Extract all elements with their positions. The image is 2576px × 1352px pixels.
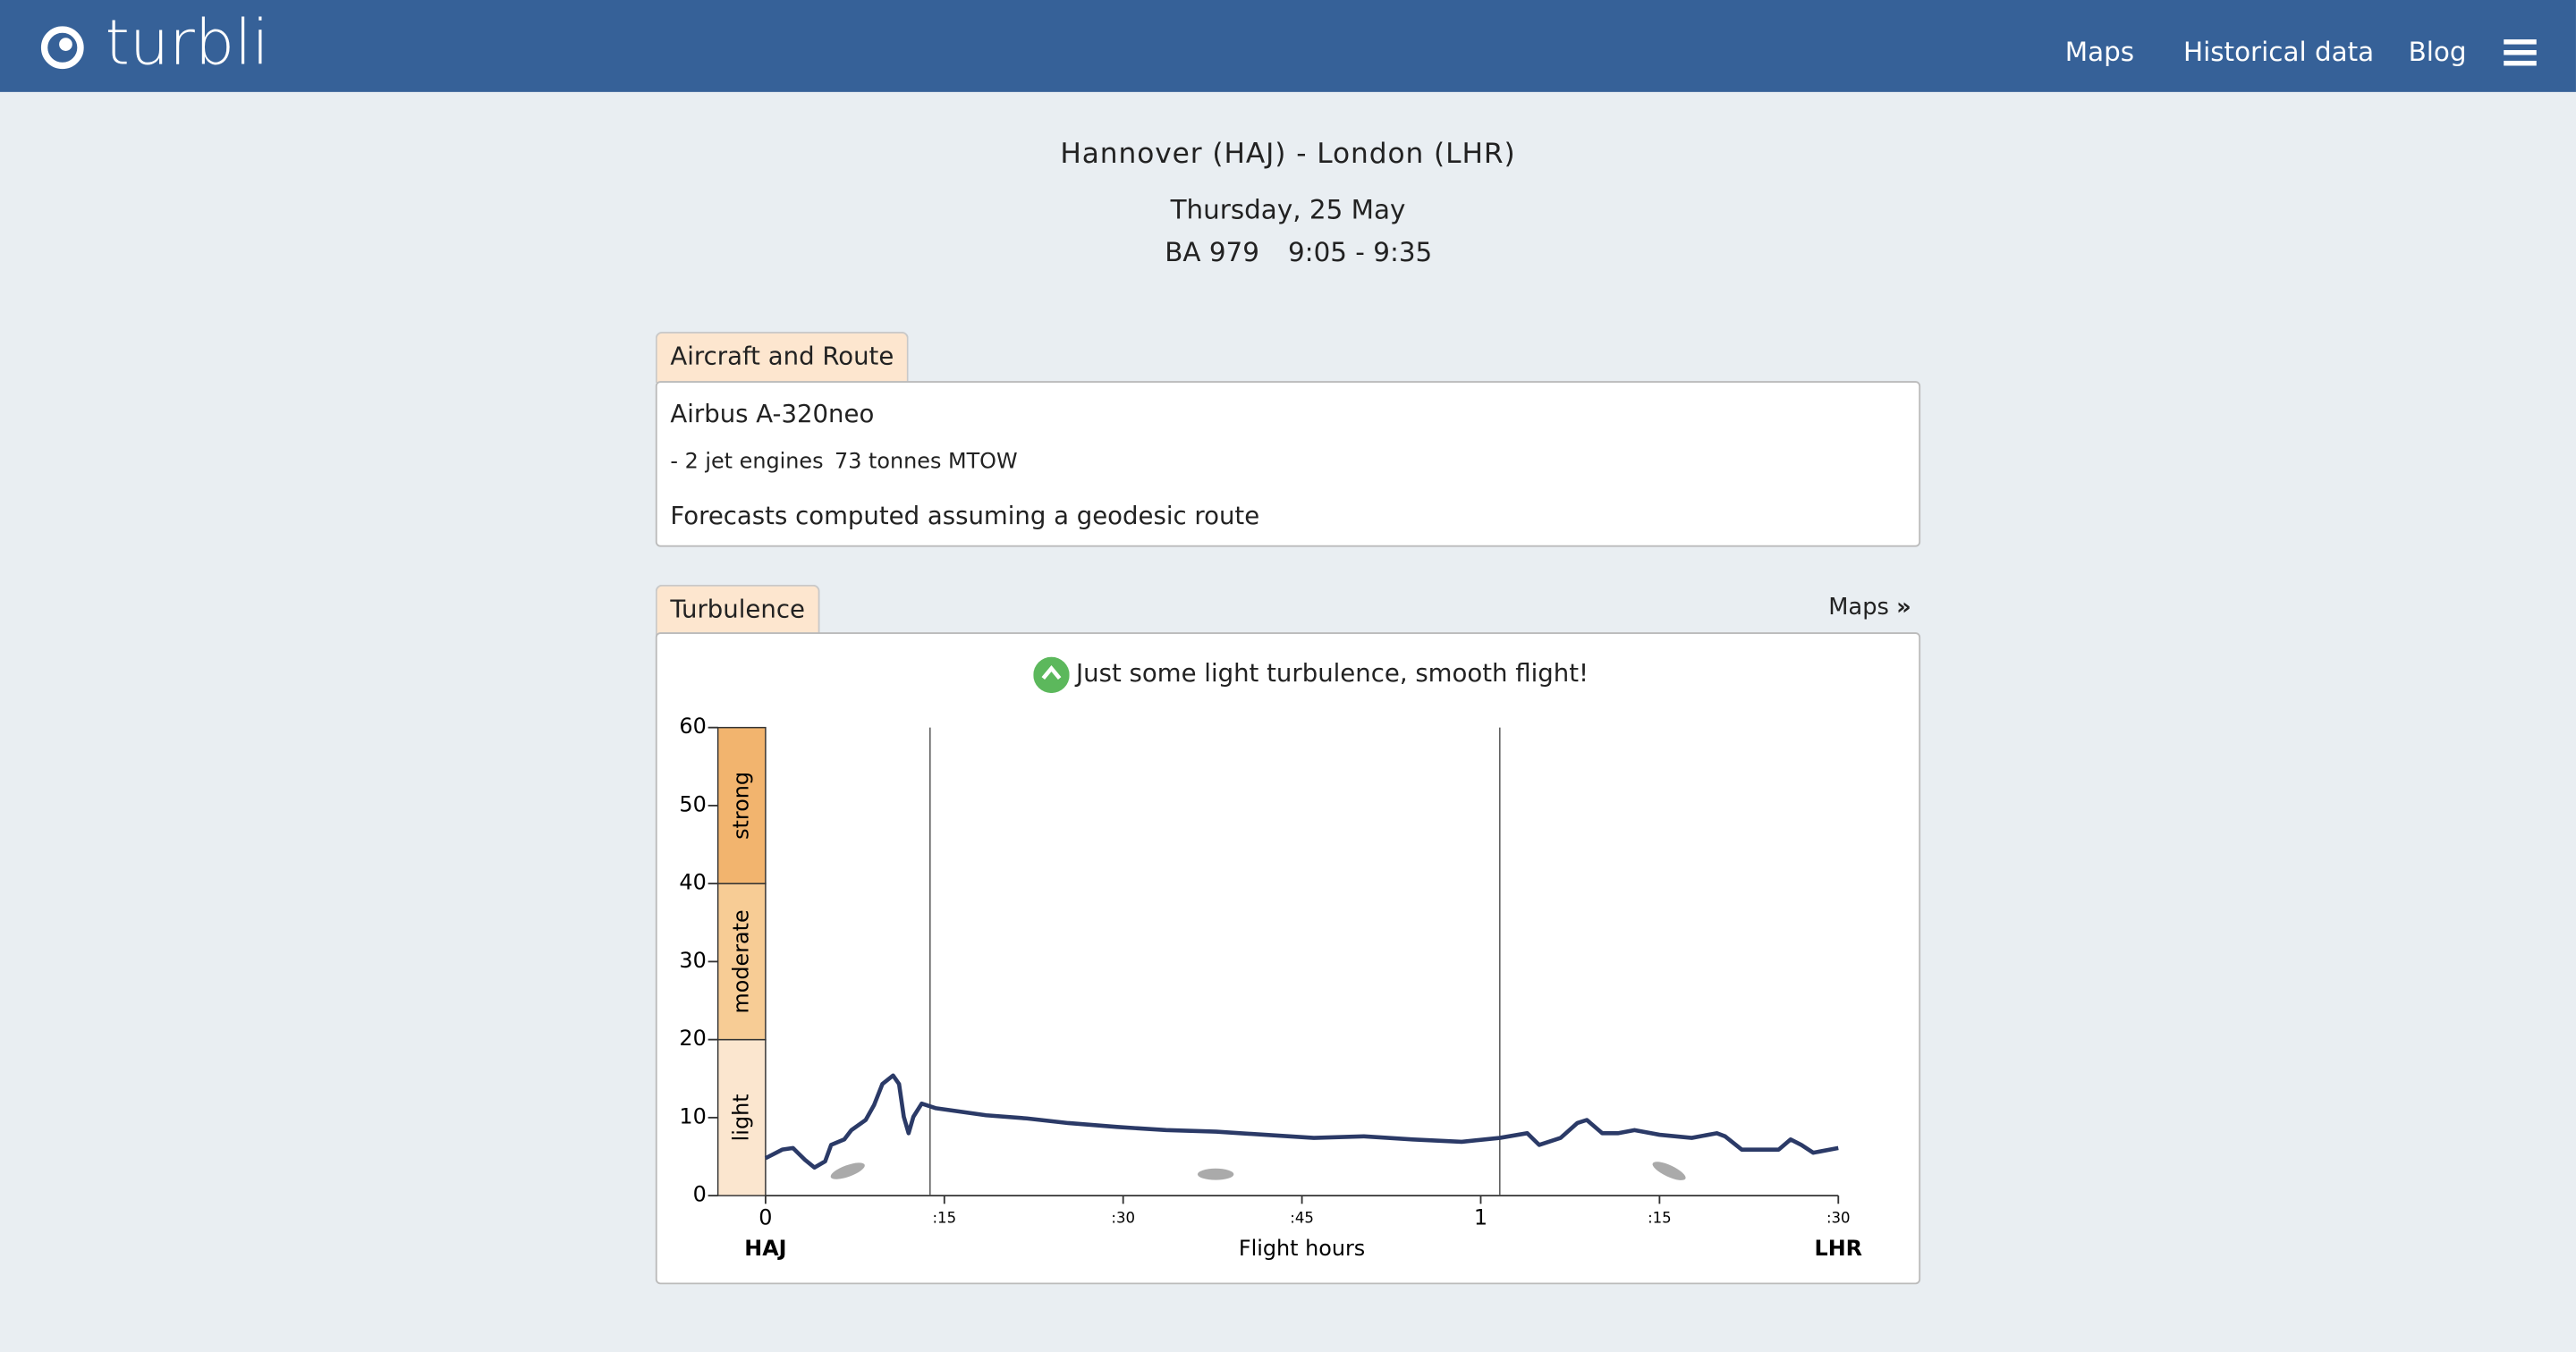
destination-label: LHR (1814, 1236, 1862, 1261)
x-tick-label: :15 (932, 1209, 956, 1226)
chevrons[interactable]: » (1896, 594, 1911, 621)
aircraft-model: Airbus A-320neo (670, 399, 875, 429)
x-tick-label: :45 (1290, 1209, 1314, 1226)
maps-link[interactable]: Maps » (1828, 595, 1911, 621)
route-note: Forecasts computed assuming a geodesic r… (670, 501, 1260, 531)
y-tick-label: 40 (679, 870, 706, 895)
section-tab: Turbulence (655, 584, 820, 636)
aircraft-box: Airbus A-320neo - 2 jet engines 73 tonne… (655, 381, 1921, 547)
severity-band (716, 726, 767, 884)
plane-icons (830, 1162, 1686, 1180)
nav-link[interactable]: Historical data (2182, 36, 2375, 68)
band-label: strong (729, 772, 754, 840)
origin-label: HAJ (744, 1236, 786, 1261)
x-axis-label: Flight hours (1239, 1236, 1365, 1261)
section-tab: Aircraft and Route (655, 332, 909, 383)
logo-icon[interactable] (39, 25, 85, 71)
x-tick-label: :30 (1111, 1209, 1135, 1226)
band-label: moderate (729, 909, 754, 1013)
y-tick-label: 50 (679, 791, 706, 816)
x-tick-label: 0 (758, 1204, 772, 1229)
x-tick-label: :15 (1648, 1209, 1672, 1226)
route: Hannover (HAJ) - London (LHR) (1060, 138, 1516, 172)
y-tick-label: 20 (679, 1026, 706, 1051)
y-tick-label: 30 (679, 948, 706, 973)
chart: light moderate strong 0 10 20 30 40 50 60 0 :15 :30:… (679, 714, 1862, 1261)
x-tick-label: 1 (1474, 1204, 1487, 1229)
nav-link[interactable]: Maps (2064, 36, 2135, 68)
menu-icon[interactable] (2504, 38, 2537, 67)
mtow: 73 tonnes MTOW (835, 450, 1018, 475)
y-tick-label: 10 (679, 1103, 706, 1128)
y-tick-label: 0 (693, 1182, 707, 1207)
flight-times: 9:05 - 9:35 (1287, 236, 1433, 268)
engines: - 2 jet engines (670, 450, 824, 475)
x-tick-label: :30 (1826, 1209, 1851, 1226)
turbulence-line (764, 1073, 1839, 1170)
band-label: light (729, 1094, 754, 1141)
nav-link[interactable]: Blog (2408, 36, 2467, 68)
top-bar: turbli Maps Historical data Blog (0, 0, 2576, 92)
y-tick-label: 60 (679, 714, 706, 739)
flight-number: BA 979 (1165, 236, 1259, 268)
summary: Just some light turbulence, smooth fligh… (1076, 658, 1589, 689)
status-icon (1033, 656, 1070, 694)
severity-band (716, 883, 767, 1041)
date: Thursday, 25 May (1170, 193, 1406, 225)
maps-link-text[interactable]: Maps (1828, 594, 1889, 621)
turbulence-box: Just some light turbulence, smooth fligh… (655, 632, 1921, 1285)
brand[interactable]: turbli (105, 6, 269, 80)
